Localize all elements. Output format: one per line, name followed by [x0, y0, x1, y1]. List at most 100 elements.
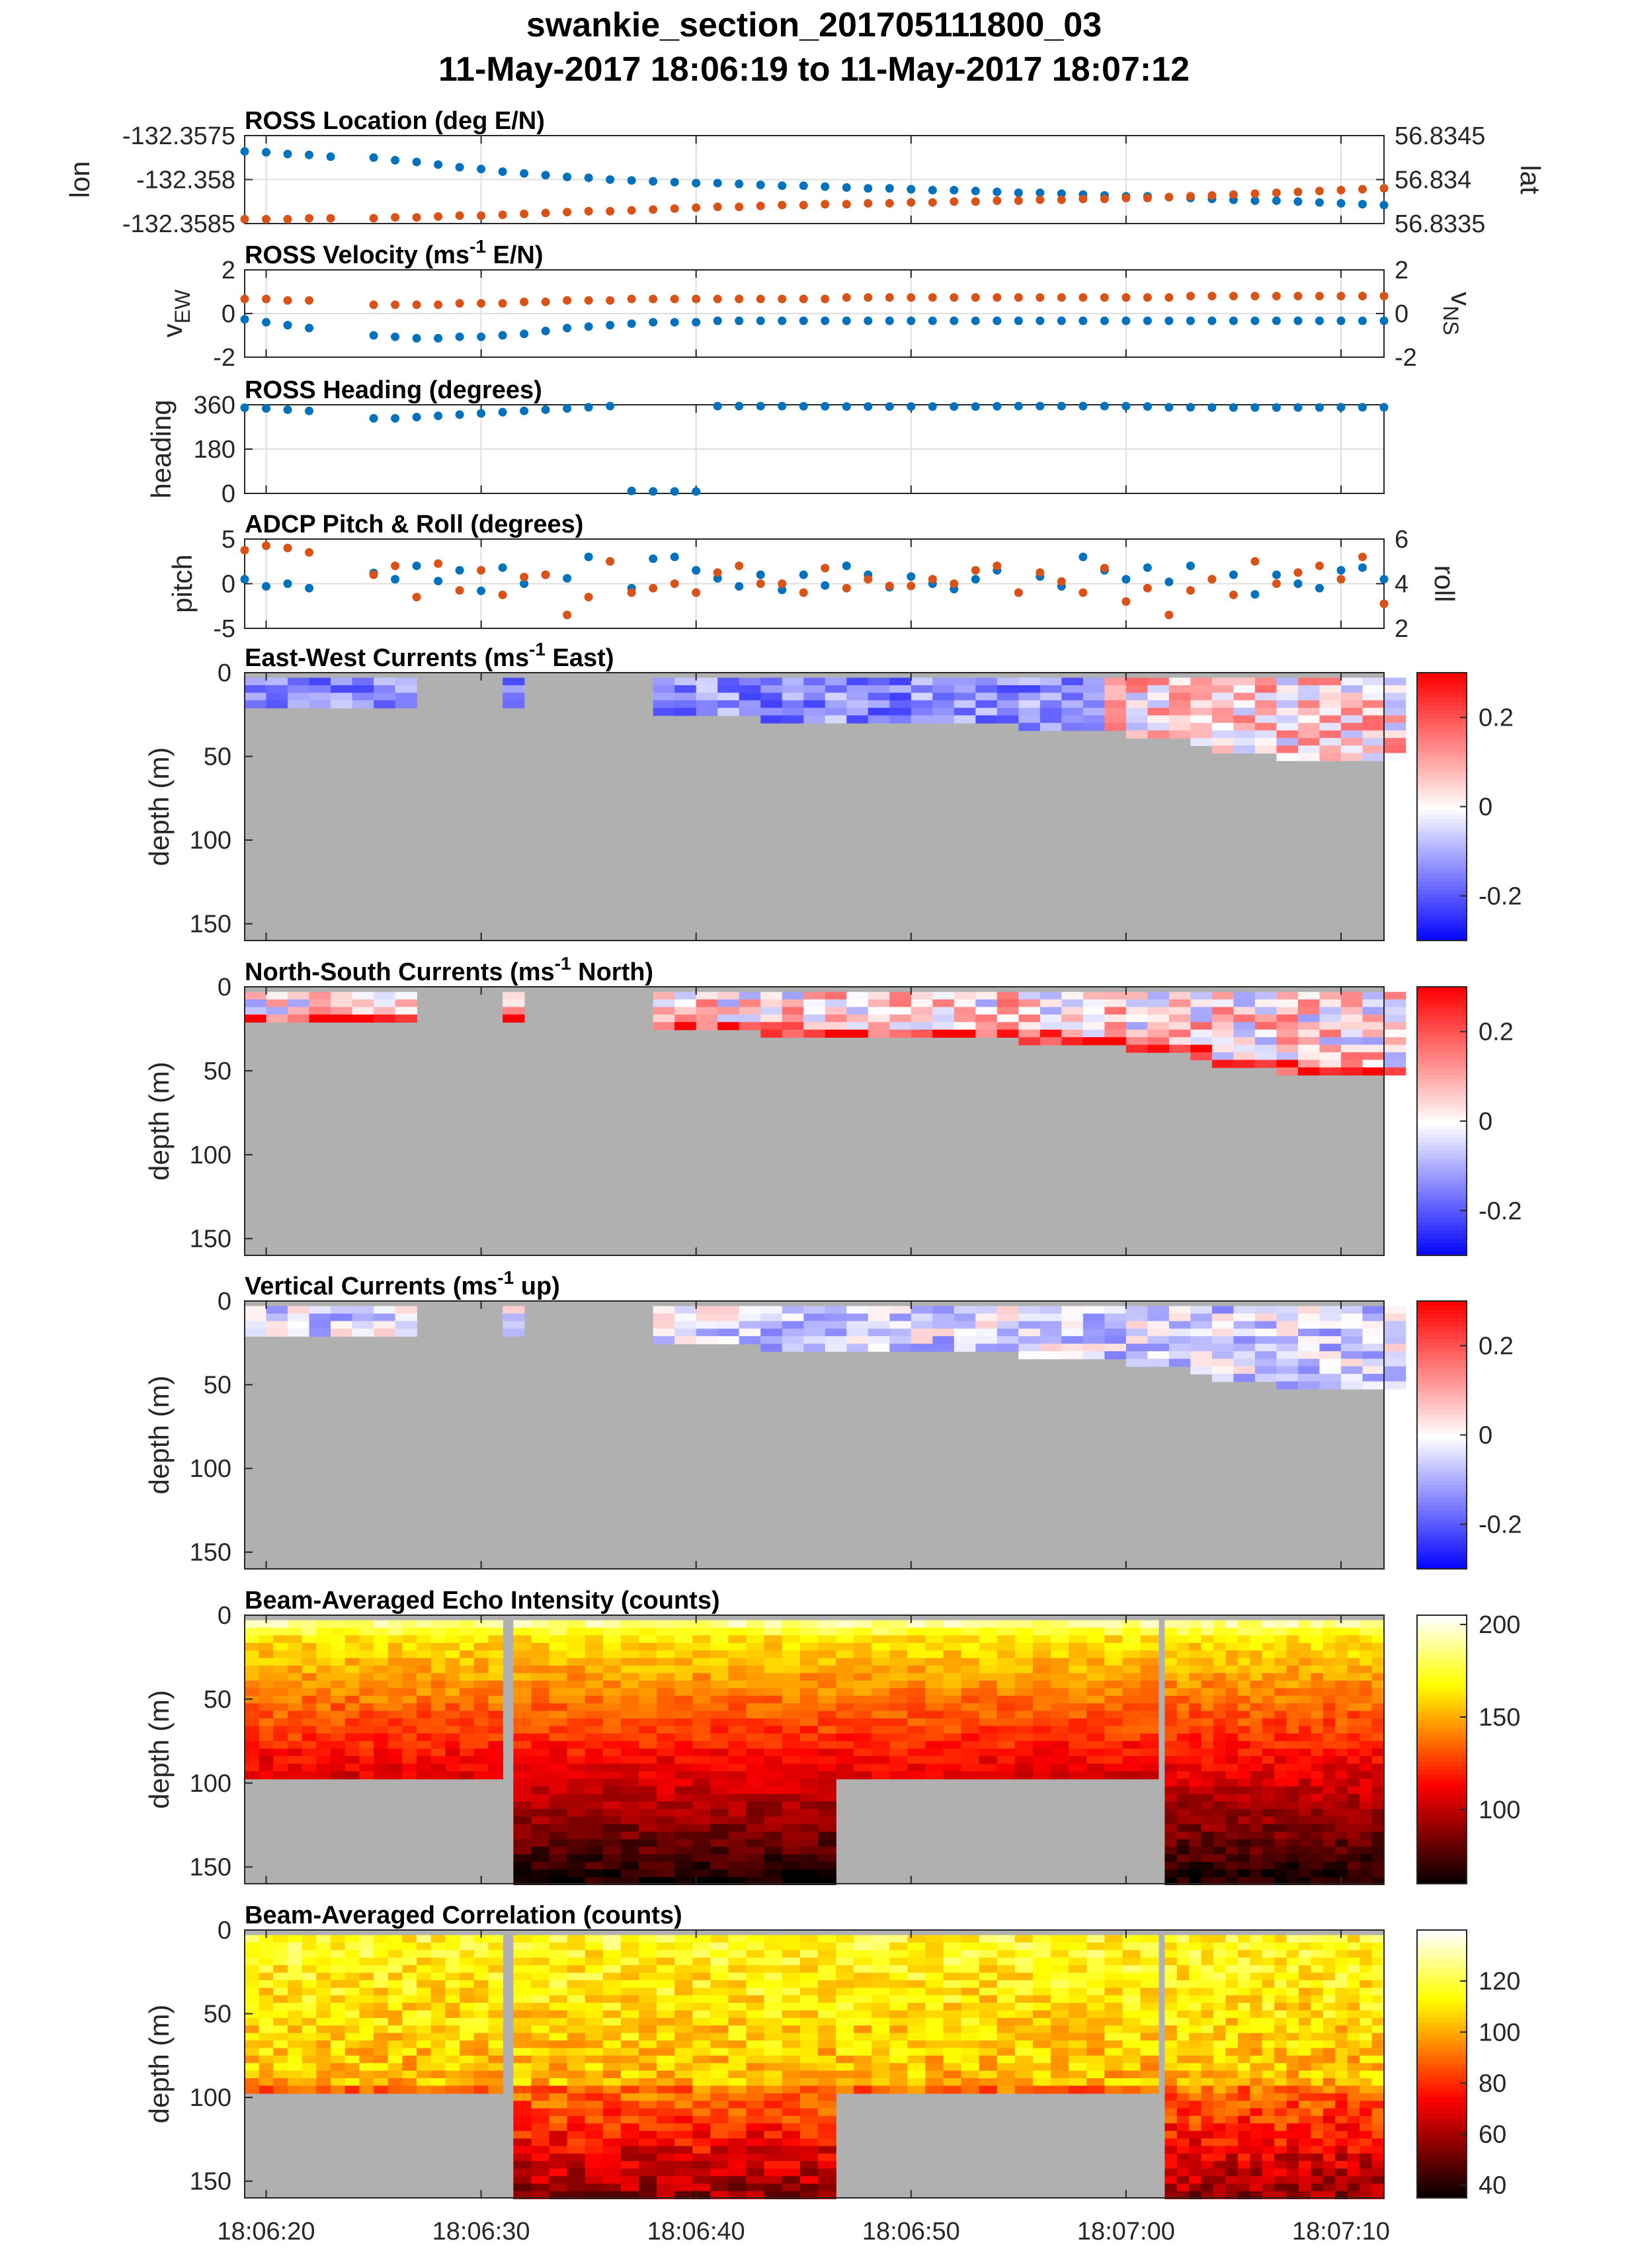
- heatmap-cell: [674, 700, 697, 708]
- colorbar-tick-label: -0.2: [1479, 1511, 1522, 1539]
- heatmap-cell: [943, 1748, 962, 1757]
- heatmap-cell: [513, 1847, 532, 1855]
- heatmap-cell: [288, 1741, 303, 1749]
- heatmap-cell: [799, 2025, 819, 2034]
- heatmap-cell: [1164, 1680, 1178, 1689]
- heatmap-cell: [1360, 1809, 1373, 1818]
- heatmap-cell: [1233, 1014, 1256, 1023]
- heatmap-cell: [1082, 1007, 1106, 1015]
- heatmap-cell: [799, 2010, 819, 2019]
- heatmap-cell: [331, 1988, 346, 1996]
- heatmap-cell: [1213, 1854, 1227, 1863]
- heatmap-cell: [764, 2138, 783, 2147]
- heatmap-cell: [872, 1710, 891, 1719]
- heatmap-cell: [728, 2040, 747, 2049]
- heatmap-cell: [1297, 730, 1321, 739]
- heatmap-cell: [395, 1321, 417, 1329]
- heatmap-cell: [331, 1680, 346, 1689]
- heatmap-cell: [1164, 1786, 1178, 1795]
- heatmap-cell: [585, 2048, 604, 2056]
- heatmap-cell: [620, 1642, 639, 1652]
- heatmap-cell: [1297, 693, 1321, 701]
- heatmap-cell: [331, 700, 353, 708]
- heatmap-cell: [746, 2003, 765, 2011]
- heatmap-cell: [1286, 1779, 1299, 1787]
- vNS-point: [1057, 293, 1066, 302]
- heatmap-cell: [387, 1950, 403, 1958]
- heatmap-cell: [1299, 1650, 1312, 1659]
- colorbar-step: [1417, 1121, 1467, 1126]
- heatmap-cell: [549, 2040, 568, 2049]
- heatmap-cell: [374, 2017, 389, 2027]
- heatmap-cell: [430, 2033, 446, 2041]
- heatmap-cell: [445, 1965, 460, 1974]
- vEW-point: [584, 322, 593, 331]
- heatmap-cell: [1319, 1336, 1342, 1345]
- heatmap-cell: [531, 1839, 550, 1847]
- heatmap-cell: [1286, 1816, 1299, 1825]
- heatmap-cell: [1140, 1658, 1159, 1666]
- colorbar-step: [1417, 1682, 1467, 1687]
- heatmap-cell: [473, 2033, 489, 2041]
- heatmap-cell: [739, 1022, 762, 1030]
- heatmap-cell: [1122, 1673, 1141, 1681]
- heatmap-cell: [925, 1695, 944, 1704]
- heatmap-cell: [1018, 1029, 1041, 1038]
- heatmap-cell: [473, 1726, 489, 1734]
- heatmap-cell: [585, 2153, 604, 2162]
- colorbar-step: [1417, 1678, 1467, 1683]
- heatmap-cell: [245, 1306, 267, 1314]
- heatmap-cell: [764, 2010, 783, 2019]
- heatmap-cell: [1201, 1726, 1214, 1734]
- heatmap-cell: [1286, 1650, 1299, 1659]
- heatmap-cell: [1140, 1718, 1159, 1727]
- heatmap-cell: [639, 1935, 657, 1943]
- heatmap-cell: [1335, 1771, 1348, 1780]
- heatmap-cell: [567, 1620, 586, 1628]
- heatmap-cell: [402, 1680, 417, 1689]
- heatmap-cell: [567, 1748, 586, 1757]
- heatmap-cell: [975, 708, 998, 716]
- heatmap-cell: [1297, 1328, 1321, 1337]
- heatmap-cell: [692, 1748, 712, 1757]
- heatmap-cell: [979, 1695, 998, 1704]
- heatmap-cell: [782, 2161, 801, 2169]
- heatmap-cell: [331, 991, 353, 1000]
- heatmap-cell: [1018, 1022, 1041, 1030]
- heatmap-cell: [925, 1718, 944, 1727]
- heatmap-cell: [674, 1995, 694, 2003]
- heatmap-cell: [943, 1756, 962, 1765]
- heatmap-cell: [288, 2017, 303, 2027]
- heatmap-cell: [316, 1980, 331, 1989]
- heatmap-cell: [1311, 1741, 1324, 1749]
- heatmap-cell: [710, 1688, 729, 1697]
- heatmap-cell: [943, 1673, 962, 1681]
- heatmap-cell: [445, 1718, 460, 1727]
- heatmap-cell: [674, 1628, 694, 1636]
- heatmap-cell: [1039, 1014, 1063, 1023]
- heatmap-cell: [585, 1642, 604, 1652]
- heatmap-cell: [782, 1957, 801, 1966]
- heatmap-cell: [1189, 1748, 1202, 1757]
- heatmap-cell: [445, 1950, 460, 1958]
- heatmap-cell: [932, 1321, 955, 1329]
- colorbar-step: [1417, 1673, 1467, 1679]
- heatmap-cell: [602, 1862, 622, 1870]
- heatmap-cell: [1018, 999, 1041, 1008]
- heatmap-cell: [692, 1965, 712, 1974]
- heading-point: [1079, 401, 1088, 411]
- heatmap-cell: [549, 1935, 568, 1943]
- heatmap-cell: [764, 1995, 783, 2003]
- heatmap-cell: [997, 1756, 1016, 1765]
- colorbar-step: [1417, 722, 1467, 728]
- heatmap-cell: [674, 1862, 694, 1870]
- heatmap-cell: [868, 677, 891, 686]
- heatmap-cell: [728, 1847, 747, 1855]
- heatmap-cell: [288, 1650, 303, 1659]
- heatmap-cell: [1297, 1060, 1321, 1068]
- colorbar-tick-label: 200: [1479, 1611, 1520, 1639]
- heatmap-cell: [746, 1650, 765, 1659]
- lat-point: [885, 198, 894, 208]
- heatmap-cell: [1311, 1673, 1324, 1681]
- heatmap-cell: [417, 1658, 432, 1666]
